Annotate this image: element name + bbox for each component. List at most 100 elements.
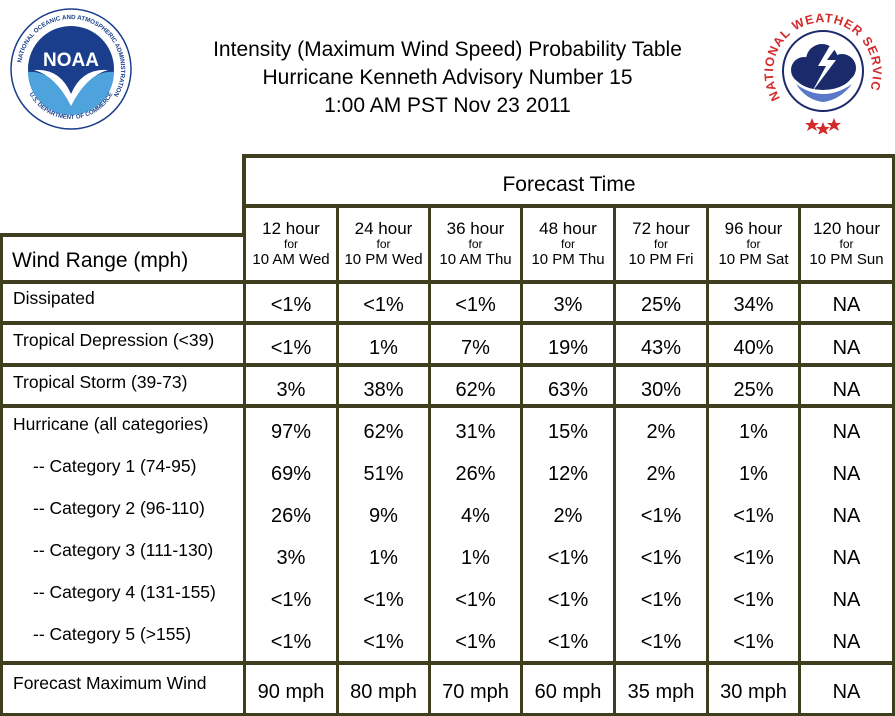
table-cell-value: <1% [363, 294, 404, 316]
row-label: -- Category 1 (74-95) [33, 456, 197, 476]
table-cell-value: <1% [455, 631, 496, 653]
value-cell [709, 367, 798, 404]
table-cell-value: <1% [270, 294, 312, 316]
value-cell [709, 284, 798, 321]
value-cell [523, 665, 613, 713]
value-cell [709, 325, 798, 363]
value-cell [801, 665, 892, 713]
table-cell-value: 1% [461, 547, 490, 569]
column-when: 10 PM Thu [531, 251, 605, 268]
value-cell [616, 325, 706, 363]
title-line-3: 1:00 AM PST Nov 23 2011 [324, 94, 571, 117]
table-cell-value: 51% [363, 463, 404, 485]
noaa-logo: NOAA NATIONAL OCEANIC AND ATMOSPHERIC AD… [10, 8, 132, 130]
column-header: 48 hour for 10 PM Thu [523, 208, 613, 280]
row-label-cell [3, 325, 243, 363]
table-cell-value: NA [832, 337, 861, 359]
value-cell [616, 408, 706, 661]
value-cell [246, 325, 336, 363]
table-cell-value: <1% [640, 631, 682, 653]
table-cell-value: <1% [640, 547, 682, 569]
value-cell [523, 284, 613, 321]
table-cell-value: NA [832, 681, 861, 703]
table-cell-value: 30 mph [720, 681, 787, 703]
table-cell-value: 43% [640, 337, 682, 359]
row-label: Forecast Maximum Wind [13, 673, 207, 693]
table-cell-value: <1% [733, 547, 774, 569]
table-cell-value: 38% [363, 379, 404, 401]
table-cell-value: 26% [455, 463, 496, 485]
column-for: for [283, 237, 298, 251]
value-cell [801, 284, 892, 321]
row-label-cell [3, 367, 243, 404]
column-hour: 24 hour [354, 219, 413, 238]
value-cell [801, 408, 892, 661]
table-cell-value: <1% [455, 589, 496, 611]
value-cell [431, 325, 520, 363]
table-cell-value: 2% [646, 421, 676, 443]
table-cell-value: 60 mph [534, 681, 602, 703]
value-cell [431, 665, 520, 713]
table-cell-value: 15% [547, 421, 589, 443]
table-cell-value: 62% [363, 421, 404, 443]
table-cell-value: NA [832, 505, 861, 527]
value-cell [801, 325, 892, 363]
value-cell [246, 665, 336, 713]
value-cell [339, 367, 428, 404]
table-cell-value: 1% [739, 463, 768, 485]
table-cell-value: NA [832, 379, 861, 401]
row-label-cell [3, 665, 243, 713]
value-cell [246, 284, 336, 321]
table-cell-value: 9% [369, 505, 398, 527]
column-when: 10 PM Fri [628, 251, 694, 268]
column-for: for [468, 237, 483, 251]
column-for: for [839, 237, 854, 251]
table-cell-value: <1% [270, 589, 312, 611]
column-hour: 12 hour [262, 219, 320, 238]
column-for: for [376, 237, 391, 251]
wind-range-header: Wind Range (mph) [3, 237, 243, 280]
column-hour: 48 hour [539, 219, 597, 238]
table-cell-value: NA [832, 589, 861, 611]
title-line-1: Intensity (Maximum Wind Speed) Probabili… [213, 38, 682, 61]
column-for: for [560, 237, 575, 251]
row-label: -- Category 4 (131-155) [33, 582, 216, 602]
page-title: Intensity (Maximum Wind Speed) Probabili… [150, 36, 745, 120]
table-cell-value: 3% [276, 379, 306, 401]
header: NOAA NATIONAL OCEANIC AND ATMOSPHERIC AD… [0, 0, 895, 150]
table-cell-value: 34% [733, 294, 774, 316]
column-hour: 72 hour [632, 219, 690, 238]
value-cell [246, 367, 336, 404]
table-cell-value: <1% [455, 294, 496, 316]
value-cell [616, 367, 706, 404]
column-header: 12 hour for 10 AM Wed [246, 208, 336, 280]
value-cell [616, 284, 706, 321]
table-cell-value: 2% [553, 505, 583, 527]
table-cell-value: NA [832, 547, 861, 569]
table-cell-value: 25% [733, 379, 774, 401]
table-cell-value: 70 mph [442, 681, 509, 703]
column-when: 10 AM Wed [252, 251, 330, 268]
forecast-time-header: Forecast Time [246, 158, 892, 204]
table-cell-value: 63% [547, 379, 589, 401]
nws-logo: NATIONAL WEATHER SERVICE [760, 8, 886, 134]
column-header: 24 hour for 10 PM Wed [339, 208, 428, 280]
table-cell-value: 30% [640, 379, 682, 401]
table-cell-value: 62% [455, 379, 496, 401]
value-cell [709, 408, 798, 661]
value-cell [339, 408, 428, 661]
row-label: -- Category 2 (96-110) [33, 498, 205, 518]
column-hour: 120 hour [812, 219, 881, 238]
column-header: 72 hour for 10 PM Fri [616, 208, 706, 280]
table-cell-value: 3% [553, 294, 583, 316]
column-when: 10 PM Sat [718, 251, 789, 268]
table-cell-value: 19% [547, 337, 589, 359]
table-cell-value: 12% [547, 463, 589, 485]
table-cell-value: <1% [733, 505, 774, 527]
value-cell [431, 367, 520, 404]
table-cell-value: <1% [547, 589, 589, 611]
table-cell-value: NA [832, 294, 861, 316]
value-cell [339, 325, 428, 363]
table-cell-value: 31% [455, 421, 496, 443]
value-cell [339, 665, 428, 713]
